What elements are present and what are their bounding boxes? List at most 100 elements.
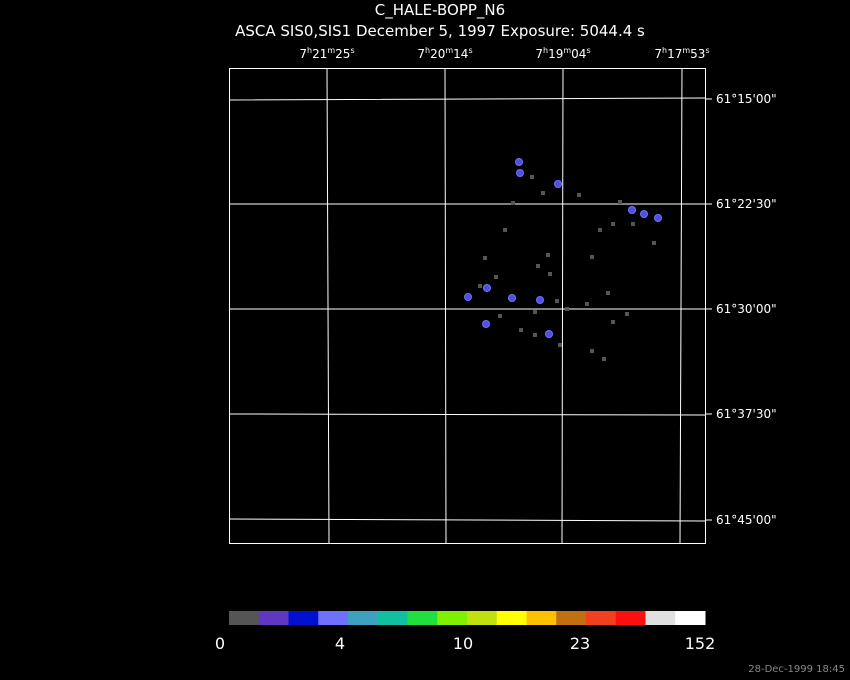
colorbar-swatch	[377, 611, 408, 625]
pixel	[508, 294, 516, 302]
pixel	[598, 228, 602, 232]
footer-date: 28-Dec-1999 18:45	[748, 664, 845, 675]
pixel	[555, 299, 559, 303]
ra-value: 20	[430, 47, 445, 61]
pixel	[478, 284, 482, 288]
pixel	[530, 175, 534, 179]
colorbar-swatch	[318, 611, 349, 625]
colorbar-swatch	[288, 611, 319, 625]
pixel	[464, 293, 472, 301]
ra-unit: s	[586, 46, 590, 55]
dec-label: 61°15'00"	[716, 92, 777, 106]
image-frame	[228, 67, 712, 544]
pixel	[545, 330, 553, 338]
pixel	[515, 158, 523, 166]
colorbar-label: 4	[335, 634, 345, 653]
dec-label: 61°37'30"	[716, 407, 777, 421]
ra-unit: m	[563, 46, 571, 55]
colorbar-swatch	[645, 611, 676, 625]
ra-value: 17	[667, 47, 682, 61]
ra-unit: h	[662, 46, 667, 55]
ra-value: 14	[453, 47, 468, 61]
ra-unit: h	[425, 46, 430, 55]
colorbar-swatch	[229, 611, 260, 625]
pixel	[516, 169, 524, 177]
pixel	[577, 193, 581, 197]
colorbar-label: 23	[570, 634, 590, 653]
ra-unit: m	[682, 46, 690, 55]
pixel	[546, 253, 550, 257]
ra-label: 7h21m25s	[299, 46, 354, 61]
ra-value: 25	[335, 47, 350, 61]
colorbar-label: 10	[453, 634, 473, 653]
ra-label: 7h17m53s	[654, 46, 709, 61]
pixel	[611, 222, 615, 226]
pixel	[628, 206, 636, 214]
ra-value: 53	[690, 47, 705, 61]
pixel	[533, 333, 537, 337]
colorbar-swatch	[615, 611, 646, 625]
colorbar-swatch	[437, 611, 468, 625]
ra-unit: m	[327, 46, 335, 55]
ra-label: 7h20m14s	[417, 46, 472, 61]
pixel	[554, 180, 562, 188]
pixel	[483, 284, 491, 292]
pixel	[585, 302, 589, 306]
ra-unit: h	[543, 46, 548, 55]
ra-label: 7h19m04s	[535, 46, 590, 61]
pixel	[611, 320, 615, 324]
pixel	[498, 314, 502, 318]
pixel	[548, 272, 552, 276]
colorbar-swatch	[258, 611, 289, 625]
ra-value: 7	[299, 47, 307, 61]
source-image	[464, 158, 662, 361]
pixel	[494, 275, 498, 279]
pixel	[618, 200, 622, 204]
dec-label: 61°22'30"	[716, 197, 777, 211]
ra-unit: m	[445, 46, 453, 55]
ra-unit: s	[705, 46, 709, 55]
pixel	[590, 349, 594, 353]
colorbar-swatch	[675, 611, 706, 625]
pixel	[652, 241, 656, 245]
dec-label: 61°30'00"	[716, 302, 777, 316]
ra-value: 04	[571, 47, 586, 61]
ra-unit: s	[350, 46, 354, 55]
pixel	[631, 222, 635, 226]
pixel	[503, 228, 507, 232]
colorbar-swatch	[556, 611, 587, 625]
pixel	[511, 201, 515, 205]
ra-value: 7	[654, 47, 662, 61]
pixel	[625, 312, 629, 316]
colorbar-label: 0	[215, 634, 225, 653]
colorbar-swatch	[526, 611, 557, 625]
pixel	[533, 310, 537, 314]
pixel	[602, 357, 606, 361]
pixel	[640, 210, 648, 218]
pixel	[590, 255, 594, 259]
ra-value: 21	[312, 47, 327, 61]
colorbar-swatch	[467, 611, 498, 625]
pixel	[536, 296, 544, 304]
pixel	[541, 191, 545, 195]
ra-unit: h	[307, 46, 312, 55]
pixel	[536, 264, 540, 268]
pixel	[519, 328, 523, 332]
colorbar-swatch	[586, 611, 617, 625]
dec-label: 61°45'00"	[716, 513, 777, 527]
pixel	[565, 307, 569, 311]
ra-value: 19	[548, 47, 563, 61]
ra-unit: s	[468, 46, 472, 55]
subtitle: ASCA SIS0,SIS1 December 5, 1997 Exposure…	[235, 22, 645, 40]
colorbar-label: 152	[685, 634, 716, 653]
title: C_HALE-BOPP_N6	[375, 1, 505, 20]
pixel	[654, 214, 662, 222]
colorbar-swatch	[407, 611, 438, 625]
ra-value: 7	[535, 47, 543, 61]
ra-value: 7	[417, 47, 425, 61]
pixel	[483, 256, 487, 260]
pixel	[482, 320, 490, 328]
